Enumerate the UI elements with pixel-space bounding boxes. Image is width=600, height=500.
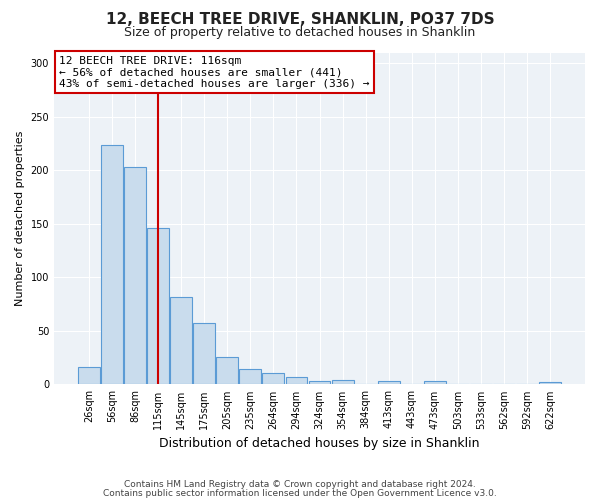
Bar	[101, 144, 123, 384]
Bar	[424, 381, 446, 384]
Y-axis label: Number of detached properties: Number of detached properties	[15, 131, 25, 306]
Text: 12, BEECH TREE DRIVE, SHANKLIN, PO37 7DS: 12, BEECH TREE DRIVE, SHANKLIN, PO37 7DS	[106, 12, 494, 28]
Text: 12 BEECH TREE DRIVE: 116sqm
← 56% of detached houses are smaller (441)
43% of se: 12 BEECH TREE DRIVE: 116sqm ← 56% of det…	[59, 56, 370, 89]
Bar	[332, 380, 353, 384]
Bar	[217, 356, 238, 384]
Bar	[124, 167, 146, 384]
Bar	[377, 381, 400, 384]
Text: Contains HM Land Registry data © Crown copyright and database right 2024.: Contains HM Land Registry data © Crown c…	[124, 480, 476, 489]
Bar	[193, 324, 215, 384]
Bar	[170, 296, 192, 384]
Bar	[78, 368, 100, 384]
Bar	[147, 228, 169, 384]
Bar	[539, 382, 561, 384]
Text: Size of property relative to detached houses in Shanklin: Size of property relative to detached ho…	[124, 26, 476, 39]
X-axis label: Distribution of detached houses by size in Shanklin: Distribution of detached houses by size …	[159, 437, 480, 450]
Bar	[262, 372, 284, 384]
Bar	[239, 370, 262, 384]
Bar	[308, 381, 331, 384]
Text: Contains public sector information licensed under the Open Government Licence v3: Contains public sector information licen…	[103, 488, 497, 498]
Bar	[286, 377, 307, 384]
